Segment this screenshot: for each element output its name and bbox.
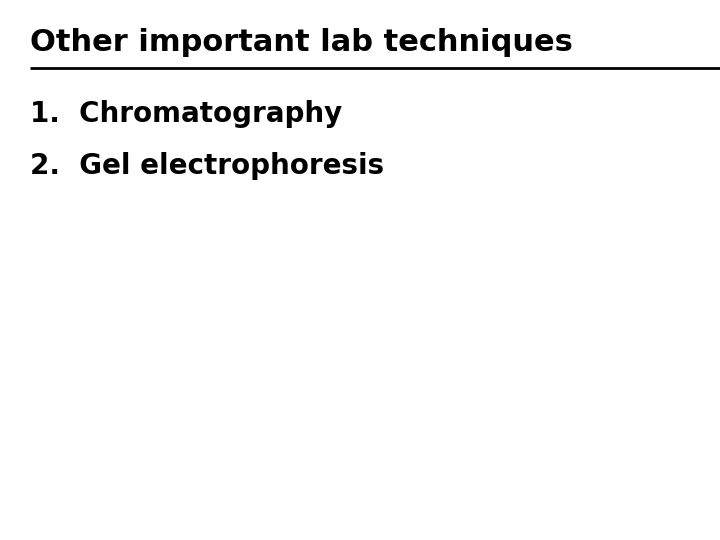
- Text: Other important lab techniques: Other important lab techniques: [30, 28, 573, 57]
- Text: 1.  Chromatography: 1. Chromatography: [30, 100, 342, 128]
- Text: 2.  Gel electrophoresis: 2. Gel electrophoresis: [30, 152, 384, 180]
